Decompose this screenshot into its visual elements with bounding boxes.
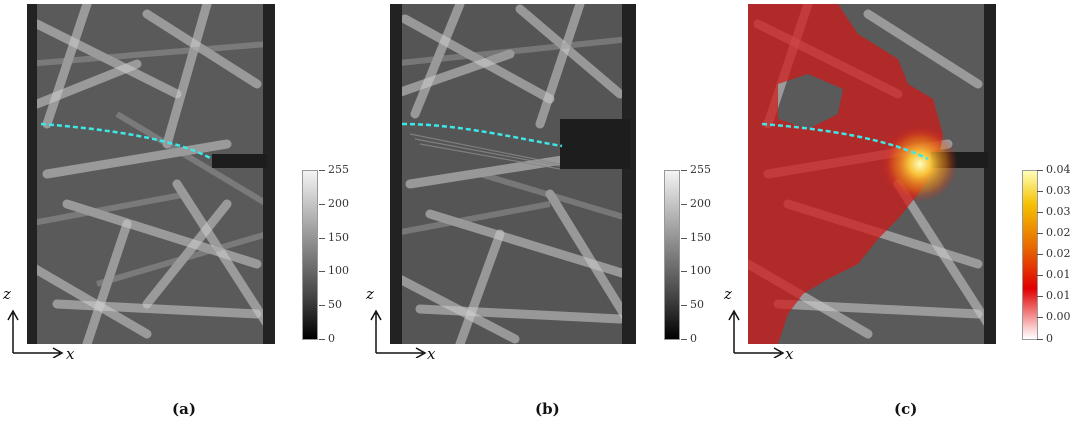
- tick-label: 0.03: [1037, 206, 1070, 217]
- tick-label: 150: [319, 232, 349, 243]
- tick-label: 200: [319, 198, 349, 209]
- tick-label: 255: [319, 164, 349, 175]
- tick-label: 100: [681, 265, 711, 276]
- tick-label: 0: [681, 333, 697, 344]
- tick-label: 0.025: [1037, 227, 1070, 238]
- colorbar-a: [302, 170, 318, 340]
- tick-label: 0.02: [1037, 248, 1070, 259]
- tick-label: 0.005: [1037, 311, 1070, 322]
- tick-label: 0.015: [1037, 269, 1070, 280]
- tick-label: 0.04: [1037, 164, 1070, 175]
- tick-label: 50: [319, 299, 342, 310]
- axes-indicator-b: [370, 309, 427, 358]
- x-axis-label: x: [427, 345, 436, 363]
- tick-label: 50: [681, 299, 704, 310]
- z-axis-label: z: [3, 285, 11, 303]
- tick-label: 0: [1037, 333, 1053, 344]
- axes-indicator-c: [728, 309, 785, 358]
- colorbar-b: [664, 170, 680, 340]
- caption-b: (b): [535, 400, 560, 418]
- x-axis-label: x: [785, 345, 794, 363]
- tick-label: 0.01: [1037, 290, 1070, 301]
- axes-indicator-a: [7, 309, 64, 358]
- tick-label: 150: [681, 232, 711, 243]
- fiber-texture-b: [390, 4, 636, 344]
- caption-a: (a): [172, 400, 196, 418]
- hotspot-glow: [882, 126, 958, 202]
- z-axis-label: z: [366, 285, 374, 303]
- tick-label: 100: [319, 265, 349, 276]
- ct-image-panel-b: [390, 4, 636, 344]
- colorbar-c: [1022, 170, 1038, 340]
- tick-label: 0: [319, 333, 335, 344]
- fiber-texture-c: [748, 4, 996, 344]
- caption-c: (c): [894, 400, 918, 418]
- ct-image-panel-a: [27, 4, 275, 344]
- tick-label: 200: [681, 198, 711, 209]
- damage-region: [748, 4, 943, 344]
- tick-label: 0.035: [1037, 185, 1070, 196]
- tick-label: 255: [681, 164, 711, 175]
- z-axis-label: z: [724, 285, 732, 303]
- x-axis-label: x: [66, 345, 75, 363]
- fiber-texture-a: [27, 4, 275, 344]
- damage-overlay-panel-c: [748, 4, 996, 344]
